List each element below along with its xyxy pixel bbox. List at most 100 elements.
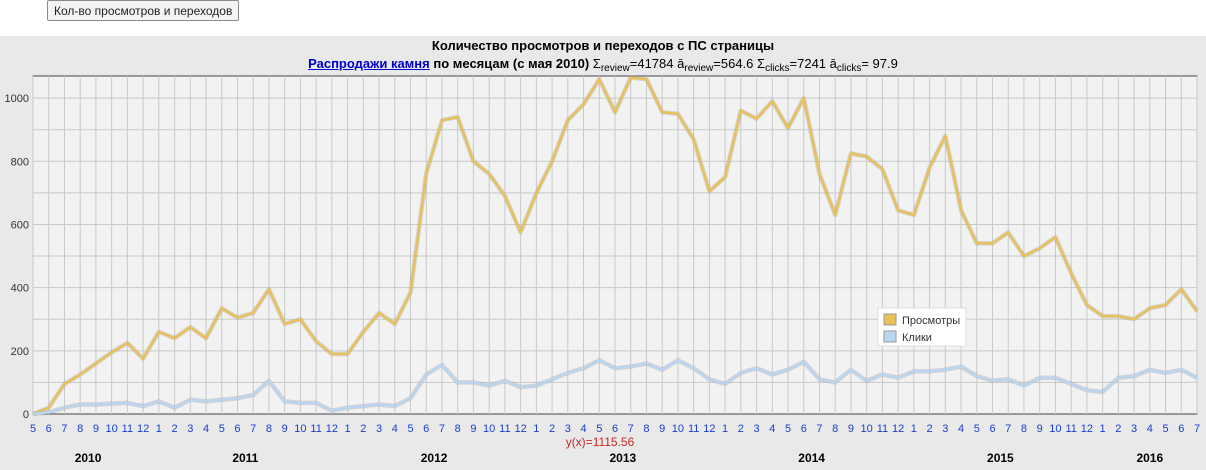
x-tick-label: 9 xyxy=(282,423,288,435)
x-tick-label: 12 xyxy=(1081,423,1093,435)
x-tick-label: 1 xyxy=(1100,423,1106,435)
x-tick-label: 7 xyxy=(628,423,634,435)
x-tick-label: 3 xyxy=(754,423,760,435)
x-tick-label: 8 xyxy=(455,423,461,435)
y-tick-label: 400 xyxy=(11,283,29,295)
series-line-clicks xyxy=(32,359,1198,416)
x-tick-label: 1 xyxy=(911,423,917,435)
x-tick-label: 8 xyxy=(266,423,272,435)
x-tick-label: 4 xyxy=(580,423,586,435)
legend-label: Просмотры xyxy=(902,315,960,327)
x-tick-label: 10 xyxy=(1049,423,1061,435)
y-tick-label: 0 xyxy=(23,409,29,421)
x-tick-label: 5 xyxy=(407,423,413,435)
x-tick-label: 3 xyxy=(376,423,382,435)
y-axis-ticks: 0 200 400 600 800 1000 xyxy=(5,93,29,421)
stat-sum-clicks: Σclicks=7241 xyxy=(757,56,827,74)
x-tick-label: 12 xyxy=(703,423,715,435)
x-tick-label: 11 xyxy=(310,423,321,435)
x-tick-label: 2 xyxy=(360,423,366,435)
x-tick-label: 11 xyxy=(877,423,888,435)
x-tick-label: 2 xyxy=(1115,423,1121,435)
x-tick-label: 11 xyxy=(122,423,133,435)
stat-avg-clicks: āclicks= 97.9 xyxy=(829,56,898,74)
x-tick-label: 5 xyxy=(785,423,791,435)
grid-lines xyxy=(32,76,1198,414)
series-line-views xyxy=(32,76,1199,416)
x-tick-label: 5 xyxy=(596,423,602,435)
x-tick-label: 6 xyxy=(234,423,240,435)
x-tick-label: 4 xyxy=(203,423,209,435)
x-tick-label: 11 xyxy=(688,423,699,435)
x-tick-label: 6 xyxy=(423,423,429,435)
cursor-readout: y(x)=1115.56 xyxy=(566,435,635,449)
x-tick-label: 1 xyxy=(722,423,728,435)
x-tick-label: 3 xyxy=(1131,423,1137,435)
x-tick-label: 1 xyxy=(345,423,351,435)
x-tick-label: 11 xyxy=(1065,423,1076,435)
x-tick-label: 5 xyxy=(974,423,980,435)
x-tick-label: 4 xyxy=(392,423,398,435)
x-tick-label: 6 xyxy=(46,423,52,435)
legend-swatch xyxy=(883,313,897,326)
chart-subtitle: Распродажи камня по месяцам (с мая 2010)… xyxy=(0,56,1206,74)
x-tick-label: 7 xyxy=(250,423,256,435)
x-tick-label: 10 xyxy=(106,423,118,435)
x-tick-label: 3 xyxy=(187,423,193,435)
x-axis-year-labels: 2010 2011 2012 2013 2014 2015 2016 xyxy=(75,451,1164,465)
x-tick-label: 5 xyxy=(219,423,225,435)
x-tick-label: 2 xyxy=(738,423,744,435)
views-clicks-button[interactable]: Кол-во просмотров и переходов xyxy=(47,0,240,21)
x-tick-label: 6 xyxy=(612,423,618,435)
x-tick-label: 6 xyxy=(989,423,995,435)
subtitle-period: по месяцам (с мая 2010) xyxy=(433,56,590,71)
legend-label: Клики xyxy=(902,332,932,344)
stat-sum-review: Σreview=41784 xyxy=(592,56,674,74)
y-tick-label: 800 xyxy=(11,156,29,168)
x-tick-label: 7 xyxy=(61,423,67,435)
x-tick-label: 7 xyxy=(1194,423,1200,435)
x-tick-label: 4 xyxy=(769,423,775,435)
x-tick-label: 2 xyxy=(549,423,555,435)
series-lines xyxy=(32,75,1199,417)
year-label: 2014 xyxy=(798,451,825,465)
page-link[interactable]: Распродажи камня xyxy=(308,56,430,71)
x-tick-label: 10 xyxy=(861,423,873,435)
y-tick-label: 1000 xyxy=(5,93,29,105)
x-tick-label: 10 xyxy=(672,423,684,435)
x-tick-label: 12 xyxy=(514,423,526,435)
x-tick-label: 9 xyxy=(93,423,99,435)
x-axis-month-labels: 5 6 7 8 9 10 11 12 1 2 3 4 5 6 7 8 9 10 11 12 1 2 3 4 5 6 7 8 9 10 11 1… xyxy=(30,423,1200,435)
year-label: 2012 xyxy=(421,451,448,465)
x-tick-label: 10 xyxy=(483,423,495,435)
year-label: 2016 xyxy=(1136,451,1163,465)
x-tick-label: 2 xyxy=(172,423,178,435)
x-tick-label: 3 xyxy=(565,423,571,435)
x-tick-label: 1 xyxy=(156,423,162,435)
x-tick-label: 1 xyxy=(533,423,539,435)
year-label: 2011 xyxy=(232,451,258,465)
x-tick-label: 5 xyxy=(30,423,36,435)
year-label: 2010 xyxy=(75,451,102,465)
stat-avg-review: āreview=564.6 xyxy=(677,56,754,74)
x-tick-label: 6 xyxy=(1178,423,1184,435)
x-tick-label: 7 xyxy=(816,423,822,435)
x-tick-label: 6 xyxy=(801,423,807,435)
x-tick-label: 11 xyxy=(499,423,510,435)
x-tick-label: 7 xyxy=(1005,423,1011,435)
x-tick-label: 12 xyxy=(892,423,904,435)
x-tick-label: 5 xyxy=(1162,423,1168,435)
x-tick-label: 8 xyxy=(77,423,83,435)
x-tick-label: 8 xyxy=(643,423,649,435)
year-label: 2015 xyxy=(987,451,1014,465)
y-tick-label: 200 xyxy=(11,346,29,358)
x-tick-label: 10 xyxy=(294,423,306,435)
x-tick-label: 4 xyxy=(1147,423,1153,435)
x-tick-label: 7 xyxy=(439,423,445,435)
legend-swatch xyxy=(883,330,897,343)
year-label: 2013 xyxy=(610,451,637,465)
x-tick-label: 9 xyxy=(659,423,665,435)
x-tick-label: 4 xyxy=(958,423,964,435)
x-tick-label: 8 xyxy=(1021,423,1027,435)
